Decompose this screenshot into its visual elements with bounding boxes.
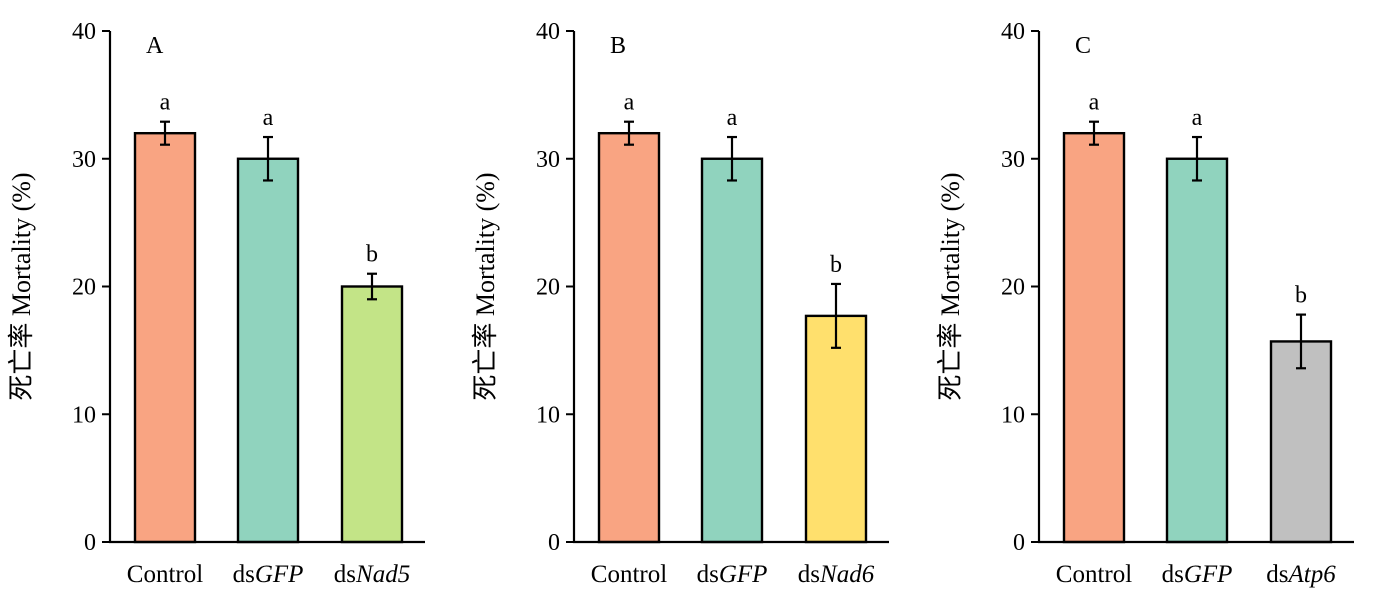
category-label: dsGFP bbox=[233, 561, 304, 588]
category-label: Control bbox=[1056, 561, 1132, 588]
y-tick-label: 20 bbox=[72, 275, 96, 301]
panel-letter: B bbox=[610, 33, 626, 59]
category-label: dsGFP bbox=[1162, 561, 1233, 588]
category-label: dsNad6 bbox=[798, 561, 875, 588]
panel-letter: C bbox=[1075, 33, 1091, 59]
bar bbox=[236, 157, 300, 544]
bar bbox=[340, 285, 404, 544]
y-axis-label: 死亡率 Mortality (%) bbox=[471, 172, 500, 400]
category-label: dsGFP bbox=[697, 561, 768, 588]
category-label: dsNad5 bbox=[334, 561, 410, 588]
category-label: Control bbox=[127, 561, 203, 588]
y-axis-label: 死亡率 Mortality (%) bbox=[936, 172, 965, 400]
y-tick-label: 10 bbox=[536, 402, 560, 428]
category-prefix: ds bbox=[697, 561, 719, 588]
category-gene: GFP bbox=[255, 561, 304, 588]
y-tick-label: 40 bbox=[1001, 19, 1025, 45]
significance-letter: b bbox=[1295, 283, 1307, 309]
category-prefix: Control bbox=[127, 561, 203, 588]
bar bbox=[1165, 157, 1229, 544]
y-tick-label: 40 bbox=[536, 19, 560, 45]
chart-panel-c: 死亡率 Mortality (%)010203040aControladsGFP… bbox=[936, 19, 1354, 588]
bar bbox=[1062, 131, 1126, 544]
significance-letter: a bbox=[263, 105, 274, 131]
category-prefix: ds bbox=[1162, 561, 1184, 588]
y-tick-label: 30 bbox=[72, 147, 96, 173]
y-tick-label: 30 bbox=[536, 147, 560, 173]
y-tick-label: 10 bbox=[72, 402, 96, 428]
y-tick-label: 30 bbox=[1001, 147, 1025, 173]
significance-letter: b bbox=[830, 252, 842, 278]
category-prefix: Control bbox=[591, 561, 667, 588]
chart-panel-a: 死亡率 Mortality (%)010203040aControladsGFP… bbox=[7, 19, 425, 588]
y-tick-label: 0 bbox=[548, 530, 560, 556]
significance-letter: a bbox=[727, 105, 738, 131]
bar bbox=[804, 314, 868, 544]
y-tick-label: 40 bbox=[72, 19, 96, 45]
category-prefix: ds bbox=[798, 561, 820, 588]
significance-letter: a bbox=[624, 90, 635, 116]
significance-letter: b bbox=[366, 242, 378, 268]
y-axis-label: 死亡率 Mortality (%) bbox=[7, 172, 36, 400]
category-gene: Nad5 bbox=[355, 561, 410, 588]
y-tick-label: 20 bbox=[1001, 275, 1025, 301]
category-gene: GFP bbox=[1184, 561, 1233, 588]
category-label: dsAtp6 bbox=[1266, 561, 1336, 588]
category-gene: Nad6 bbox=[819, 561, 875, 588]
chart-panel-b: 死亡率 Mortality (%)010203040aControladsGFP… bbox=[471, 19, 889, 588]
y-tick-label: 20 bbox=[536, 275, 560, 301]
category-prefix: ds bbox=[334, 561, 356, 588]
significance-letter: a bbox=[160, 90, 171, 116]
significance-letter: a bbox=[1089, 90, 1100, 116]
bar bbox=[133, 131, 197, 544]
category-label: Control bbox=[591, 561, 667, 588]
category-prefix: ds bbox=[233, 561, 255, 588]
bar bbox=[597, 131, 661, 544]
y-tick-label: 0 bbox=[1013, 530, 1025, 556]
category-prefix: Control bbox=[1056, 561, 1132, 588]
bar bbox=[700, 157, 764, 544]
bar bbox=[1269, 340, 1333, 544]
y-tick-label: 10 bbox=[1001, 402, 1025, 428]
category-gene: GFP bbox=[719, 561, 768, 588]
y-tick-label: 0 bbox=[84, 530, 96, 556]
panel-letter: A bbox=[146, 33, 164, 59]
category-prefix: ds bbox=[1266, 561, 1288, 588]
category-gene: Atp6 bbox=[1287, 561, 1337, 588]
significance-letter: a bbox=[1192, 105, 1203, 131]
